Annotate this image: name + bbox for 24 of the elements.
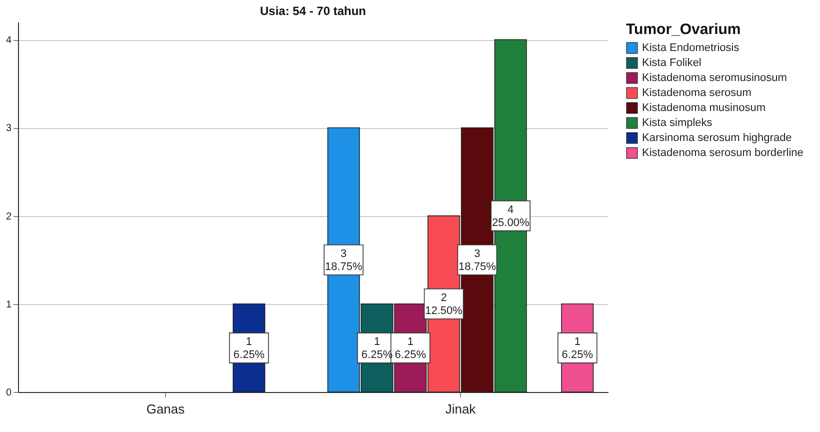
legend-label: Kista simpleks xyxy=(642,117,713,129)
y-tick-label: 3 xyxy=(6,123,12,134)
y-tick-label: 1 xyxy=(6,299,12,310)
data-label: 1 6.25% xyxy=(394,336,426,361)
legend-label: Kistadenoma musinosum xyxy=(642,102,766,114)
x-tick-label: Jinak xyxy=(445,402,476,416)
legend-label: Kistadenoma serosum borderline xyxy=(642,147,804,159)
legend-label: Kista Endometriosis xyxy=(642,42,740,54)
chart-title: Usia: 54 - 70 tahun xyxy=(260,4,366,18)
y-tick-label: 0 xyxy=(6,388,12,398)
legend-label: Karsinoma serosum highgrade xyxy=(642,132,792,144)
data-label: 3 18.75% xyxy=(458,248,496,273)
legend-label: Kistadenoma serosum xyxy=(642,87,752,99)
y-tick-label: 2 xyxy=(6,211,12,222)
legend-label: Kista Folikel xyxy=(642,57,702,69)
data-label: 4 25.00% xyxy=(492,204,530,229)
data-label: 1 6.25% xyxy=(233,336,265,361)
legend-title: Tumor_Ovarium xyxy=(626,21,741,38)
data-label: 3 18.75% xyxy=(324,248,362,273)
data-label: 1 6.25% xyxy=(562,336,594,361)
data-label: 2 12.50% xyxy=(425,292,463,317)
legend-label: Kistadenoma seromusinosum xyxy=(642,72,787,84)
y-tick-label: 4 xyxy=(6,35,12,46)
x-tick-label: Ganas xyxy=(146,402,186,416)
